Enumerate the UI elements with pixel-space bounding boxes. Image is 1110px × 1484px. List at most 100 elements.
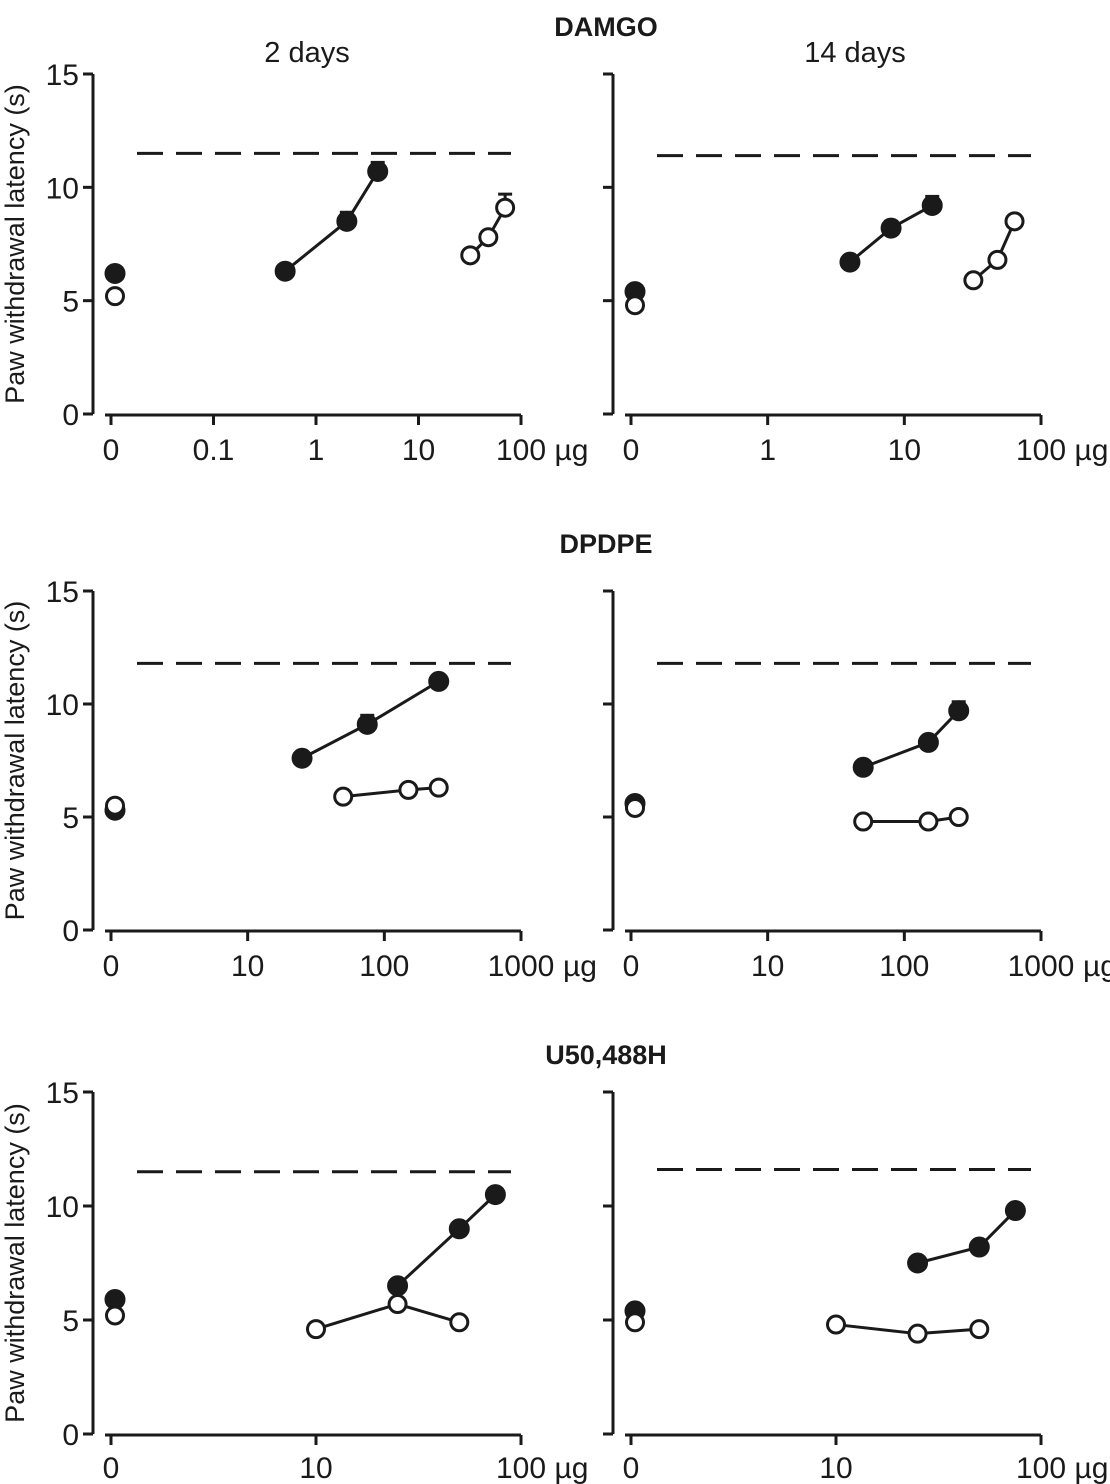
x-tick-label: 0 xyxy=(623,950,640,983)
filled-data-point xyxy=(356,713,378,735)
chart-panel-dpdpe-2d: DPDPE 0 5 10 15 Paw withdrawal latency (s) 0 10… xyxy=(0,529,653,983)
x-unit-label: µg xyxy=(555,1452,589,1484)
filled-series xyxy=(104,262,126,284)
filled-data-point xyxy=(948,700,970,722)
series-line xyxy=(343,786,439,799)
filled-data-point xyxy=(917,731,939,753)
filled-data-point xyxy=(880,217,902,239)
x-unit-label: µg xyxy=(1075,1452,1109,1484)
open-data-point xyxy=(969,1319,990,1340)
open-series xyxy=(625,797,645,818)
y-axis-title: Paw withdrawal latency (s) xyxy=(0,601,30,921)
open-data-point xyxy=(105,795,125,816)
open-series xyxy=(853,807,969,832)
open-series xyxy=(625,295,645,316)
x-tick-label: 10 xyxy=(888,434,921,467)
open-data-point xyxy=(625,797,645,818)
filled-data-point xyxy=(839,251,861,273)
filled-series xyxy=(274,160,389,282)
series-line xyxy=(835,1323,980,1336)
series-line xyxy=(396,1193,497,1287)
open-data-point xyxy=(105,1305,125,1326)
x-tick-label: 100 xyxy=(359,950,409,983)
y-tick-label: 15 xyxy=(46,576,79,609)
row-title: DAMGO xyxy=(554,12,658,42)
x-tick-label: 0.1 xyxy=(193,434,235,467)
y-tick-label: 15 xyxy=(46,1077,79,1110)
open-series xyxy=(306,1294,470,1340)
x-tick-label: 1000 xyxy=(1008,950,1075,983)
y-tick-label: 5 xyxy=(62,1305,79,1338)
x-tick-label: 0 xyxy=(103,1452,120,1484)
open-data-point xyxy=(478,227,499,248)
y-tick-label: 0 xyxy=(62,399,79,432)
filled-data-point xyxy=(484,1184,506,1206)
open-data-point xyxy=(306,1319,326,1340)
open-series xyxy=(105,1305,125,1326)
x-unit-label: µg xyxy=(1083,950,1110,983)
open-data-point xyxy=(963,270,984,291)
filled-data-point xyxy=(367,160,389,182)
open-data-point xyxy=(826,1314,846,1335)
filled-data-point xyxy=(448,1218,470,1240)
filled-series xyxy=(387,1184,506,1297)
filled-data-point xyxy=(921,194,943,216)
x-tick-label: 1 xyxy=(759,434,776,467)
x-tick-label: 0 xyxy=(103,950,120,983)
column-title: 14 days xyxy=(804,37,906,69)
y-tick-label: 0 xyxy=(62,1419,79,1452)
y-tick-label: 5 xyxy=(62,286,79,319)
x-tick-label: 10 xyxy=(231,950,264,983)
series-line xyxy=(284,170,379,273)
x-unit-label: µg xyxy=(1075,434,1109,467)
x-tick-label: 0 xyxy=(623,434,640,467)
open-data-point xyxy=(398,779,419,800)
y-axis-title: Paw withdrawal latency (s) xyxy=(0,84,30,404)
open-data-point xyxy=(105,286,125,307)
y-tick-label: 15 xyxy=(46,59,79,92)
series-line xyxy=(862,709,960,769)
open-data-point xyxy=(907,1323,928,1344)
x-tick-label: 100 xyxy=(879,950,929,983)
open-data-point xyxy=(918,811,939,832)
row-title: DPDPE xyxy=(559,529,652,559)
open-data-point xyxy=(460,245,481,266)
x-tick-label: 100 xyxy=(496,434,546,467)
filled-series xyxy=(907,1200,1026,1274)
column-title: 2 days xyxy=(264,37,349,69)
x-tick-label: 10 xyxy=(299,1452,332,1484)
row-title: U50,488H xyxy=(545,1040,667,1070)
open-data-point xyxy=(853,811,874,832)
open-data-point xyxy=(948,807,969,827)
filled-data-point xyxy=(387,1275,409,1297)
filled-data-point xyxy=(336,210,358,232)
series-line xyxy=(315,1302,460,1331)
x-unit-label: µg xyxy=(555,434,589,467)
x-tick-label: 0 xyxy=(103,434,120,467)
y-tick-label: 0 xyxy=(62,915,79,948)
x-unit-label: µg xyxy=(563,950,597,983)
filled-data-point xyxy=(852,756,874,778)
x-tick-label: 0 xyxy=(623,1452,640,1484)
x-tick-label: 1 xyxy=(308,434,325,467)
y-tick-label: 10 xyxy=(46,172,79,205)
x-tick-label: 1000 xyxy=(488,950,555,983)
open-series xyxy=(625,1312,645,1333)
y-tick-label: 10 xyxy=(46,689,79,722)
open-data-point xyxy=(387,1294,408,1315)
open-data-point xyxy=(987,249,1008,270)
filled-series xyxy=(839,194,943,273)
filled-series xyxy=(291,670,450,769)
y-tick-label: 10 xyxy=(46,1191,79,1224)
open-series xyxy=(105,286,125,307)
open-series xyxy=(460,192,516,266)
series-line xyxy=(917,1209,1017,1265)
open-data-point xyxy=(428,777,449,798)
x-tick-label: 100 xyxy=(1016,1452,1066,1484)
filled-data-point xyxy=(1004,1200,1026,1222)
x-tick-label: 100 xyxy=(496,1452,546,1484)
open-data-point xyxy=(333,786,354,807)
